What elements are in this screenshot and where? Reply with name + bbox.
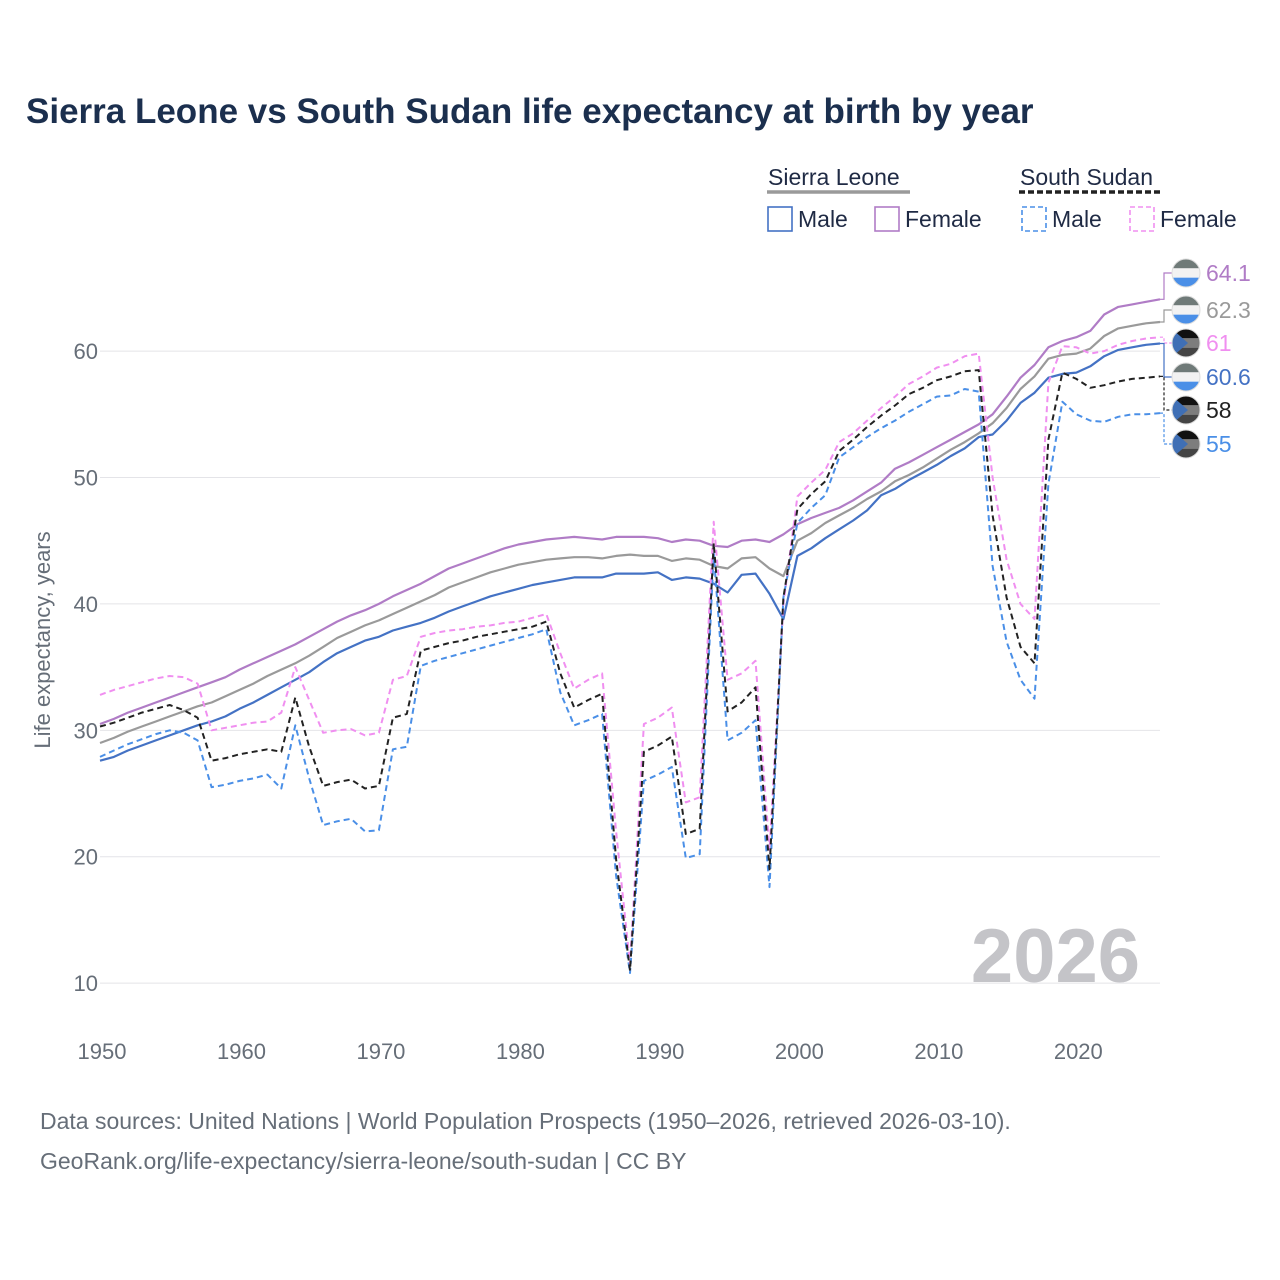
source-line-1: Data sources: United Nations | World Pop… <box>40 1108 1011 1134</box>
y-tick-label: 50 <box>74 466 98 491</box>
end-value-label: 61 <box>1206 330 1232 356</box>
x-tick-label: 1970 <box>356 1039 405 1064</box>
end-label-connector <box>1160 375 1172 411</box>
source-line-2: GeoRank.org/life-expectancy/sierra-leone… <box>40 1148 687 1174</box>
south-sudan-flag-icon <box>1171 395 1201 425</box>
y-tick-label: 40 <box>74 592 98 617</box>
x-tick-label: 2020 <box>1054 1039 1103 1064</box>
end-labels: 64.1 62.3 61 60.6 58 55 <box>1160 258 1251 459</box>
series-line-south-sudan-total <box>99 369 1161 972</box>
south-sudan-flag-icon <box>1171 429 1201 459</box>
y-tick-label: 20 <box>74 845 98 870</box>
x-tick-label: 1960 <box>217 1039 266 1064</box>
y-tick-label: 60 <box>74 339 98 364</box>
x-tick-label: 1950 <box>78 1039 127 1064</box>
x-axis-ticks: 1950 1960 1970 1980 1990 2000 2010 2020 <box>78 1039 1103 1064</box>
end-label-connector <box>1160 412 1172 445</box>
legend-swatch[interactable] <box>767 206 793 232</box>
south-sudan-flag-icon <box>1171 328 1201 358</box>
sierra-leone-flag-icon <box>1171 258 1201 288</box>
x-tick-label: 1980 <box>496 1039 545 1064</box>
series-line-south-sudan-male <box>99 388 1161 974</box>
y-axis-label: Life expectancy, years <box>30 531 55 748</box>
sierra-leone-flag-icon <box>1171 362 1201 392</box>
y-tick-label: 10 <box>74 971 98 996</box>
end-label-connector <box>1160 309 1172 323</box>
series-line-sierra-leone-male <box>99 342 1161 762</box>
series-lines <box>99 298 1161 974</box>
legend-group-title: South Sudan <box>1020 164 1153 190</box>
end-value-label: 58 <box>1206 397 1232 423</box>
legend-swatch[interactable] <box>874 206 900 232</box>
legend-item-label[interactable]: Male <box>1052 206 1102 232</box>
x-tick-label: 2000 <box>775 1039 824 1064</box>
end-value-label: 64.1 <box>1206 260 1251 286</box>
legend-swatch[interactable] <box>1021 206 1047 232</box>
series-line-sierra-leone-total <box>99 320 1161 745</box>
end-value-label: 60.6 <box>1206 364 1251 390</box>
y-tick-label: 30 <box>74 718 98 743</box>
grid <box>100 350 1160 984</box>
chart-title: Sierra Leone vs South Sudan life expecta… <box>26 92 1034 131</box>
legend-swatch[interactable] <box>1129 206 1155 232</box>
end-value-label: 62.3 <box>1206 297 1251 323</box>
year-watermark: 2026 <box>971 914 1140 999</box>
legend-item-label[interactable]: Female <box>1160 206 1237 232</box>
legend[interactable]: Sierra Leone Male Female South Sudan Male Fem… <box>767 164 1237 232</box>
end-label-connector <box>1160 336 1172 344</box>
series-line-sierra-leone-female <box>99 298 1161 726</box>
end-label-connector <box>1160 342 1172 378</box>
end-label-connector <box>1160 272 1172 300</box>
series-line-south-sudan-female <box>99 336 1161 966</box>
legend-group-title: Sierra Leone <box>768 164 900 190</box>
legend-item-label[interactable]: Male <box>798 206 848 232</box>
x-tick-label: 1990 <box>635 1039 684 1064</box>
x-tick-label: 2010 <box>914 1039 963 1064</box>
sierra-leone-flag-icon <box>1171 295 1201 325</box>
end-value-label: 55 <box>1206 431 1232 457</box>
legend-item-label[interactable]: Female <box>905 206 982 232</box>
y-axis-ticks: 10 20 30 40 50 60 <box>74 339 98 996</box>
